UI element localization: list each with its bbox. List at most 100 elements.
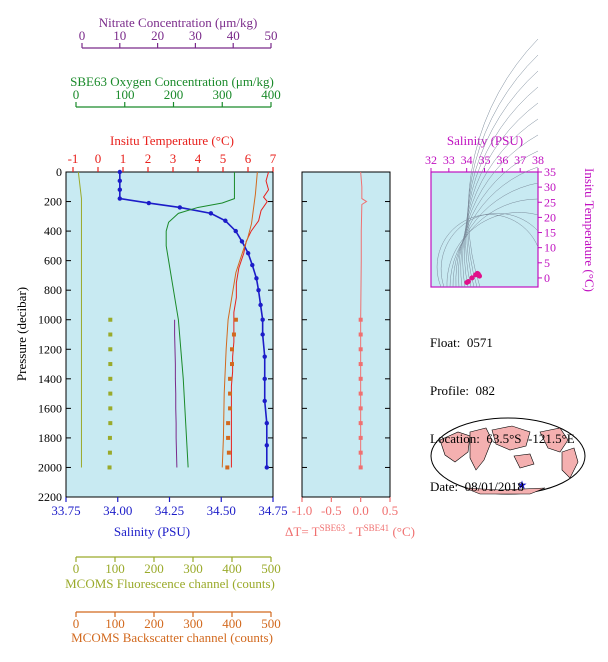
ts-point (465, 279, 471, 285)
delta-t-axis-tick-label: -0.5 (321, 503, 342, 518)
density-contour (465, 86, 539, 288)
pressure-tick-label: 400 (44, 224, 62, 238)
backscatter-samples-marker (230, 347, 234, 352)
salinity-axis-tick-label: 34.25 (155, 503, 184, 518)
salinity-point (117, 169, 123, 175)
fluorescence-axis-tick-label: 100 (105, 561, 125, 576)
ts-salinity-tick-label: 33 (443, 153, 455, 167)
oxygen-axis-tick-label: 100 (115, 87, 135, 102)
ts-salinity-tick-label: 35 (479, 153, 491, 167)
density-contour (458, 150, 539, 288)
salinity-axis: 33.75 34.00 34.25 34.50 34.75 (51, 497, 288, 518)
salinity-axis-label: Salinity (PSU) (114, 524, 190, 539)
pressure-tick-label: 800 (44, 283, 62, 297)
delta-t-sup2: SBE41 (364, 523, 390, 533)
fluorescence-axis-label: MCOMS Fluorescence channel (counts) (65, 576, 275, 591)
fluorescence-samples-marker (108, 347, 113, 352)
fluorescence-axis-tick-label: 200 (144, 561, 164, 576)
temperature-axis-tick-label: 0 (95, 151, 102, 166)
fluorescence-samples-marker (108, 332, 113, 337)
pressure-tick-label: 1600 (38, 401, 62, 415)
pressure-tick-label: 0 (56, 165, 62, 179)
main-plot-area (65, 171, 274, 498)
ts-temperature-tick-label: 10 (544, 241, 556, 255)
backscatter-samples-marker (231, 332, 236, 337)
backscatter-samples-marker (228, 391, 233, 396)
ts-salinity-tick-label: 32 (425, 153, 437, 167)
landmass (513, 453, 535, 469)
fluorescence-samples-marker (108, 391, 113, 396)
density-contour (467, 54, 539, 288)
temperature-axis-tick-label: 3 (170, 151, 177, 166)
nitrate-line (174, 319, 178, 468)
delta-t-samples-marker (358, 465, 363, 470)
salinity-point (177, 205, 183, 210)
backscatter-axis-tick-label: 200 (144, 616, 164, 631)
fluorescence-line (77, 171, 82, 468)
date: Date: 08/01/2018 (430, 479, 524, 494)
salinity-point (260, 317, 265, 322)
density-contour (460, 134, 539, 288)
salinity-point (117, 187, 123, 192)
landmass (439, 431, 471, 463)
temperature-axis-label: Insitu Temperature (°C) (110, 133, 234, 148)
pressure-tick-label: 600 (44, 254, 62, 268)
salinity-point (233, 228, 238, 234)
backscatter-axis-tick-label: 100 (105, 616, 125, 631)
temperature-axis-tick-label: 5 (220, 151, 227, 166)
backscatter-samples-marker (228, 376, 233, 381)
density-contour (449, 198, 539, 288)
nitrate-axis-label: Nitrate Concentration (μm/kg) (99, 15, 258, 30)
salinity-point (146, 200, 151, 206)
fluorescence-axis-tick-label: 500 (261, 561, 281, 576)
ts-salinity-tick-label: 37 (514, 153, 526, 167)
salinity-point (208, 211, 214, 216)
ts-salinity-tick-label: 38 (532, 153, 544, 167)
salinity-point (262, 376, 267, 382)
fluorescence-samples-marker (107, 435, 112, 440)
delta-t-samples-marker (358, 347, 363, 352)
sbe63-oxygen-line (165, 172, 235, 468)
temperature-axis-tick-label: 4 (195, 151, 202, 166)
chart-layer: 0 10 20 30 40 500 100 200 300 400-1 0 1 2 3 4 5 6 733.75 3… (38, 28, 586, 631)
fluorescence-samples-marker (108, 362, 113, 367)
ts-temperature-tick-label: 25 (544, 195, 556, 209)
temperature-axis-tick-label: -1 (68, 151, 79, 166)
delta-t-suffix: (°C) (389, 524, 415, 539)
temperature-axis-tick-label: 6 (245, 151, 252, 166)
density-contour (464, 102, 539, 288)
nitrate-axis-tick-label: 50 (265, 28, 278, 43)
pressure-tick-label: 1000 (38, 313, 62, 327)
density-contour (446, 212, 539, 288)
delta-t-axis-tick-label: -1.0 (292, 503, 313, 518)
backscatter-axis-tick-label: 400 (222, 616, 242, 631)
delta-t-axis-tick-label: 0.5 (382, 503, 398, 518)
backscatter-samples-marker (233, 317, 238, 322)
ts-temperature-tick-label: 15 (544, 226, 556, 240)
backscatter-axis: 0 100 200 300 400 500 (73, 611, 281, 631)
salinity-axis-tick-label: 34.50 (207, 503, 236, 518)
delta-t-samples-marker (358, 391, 363, 396)
fluorescence-samples-marker (107, 465, 112, 470)
density-contour (436, 214, 539, 288)
ts-temperature-tick-label: 30 (544, 180, 556, 194)
oxygen-axis-tick-label: 0 (73, 87, 80, 102)
temperature-axis-tick-label: 7 (270, 151, 277, 166)
ts-temperature-tick-label: 0 (544, 271, 550, 285)
salinity-axis-tick-label: 33.75 (51, 503, 80, 518)
delta-t-samples-marker (358, 317, 363, 322)
salinity-point (258, 302, 263, 308)
salinity-axis-tick-label: 34.75 (258, 503, 287, 518)
density-contour (466, 70, 539, 288)
ts-temperature-tick-label: 35 (544, 165, 556, 179)
insitu-temperature-line (230, 171, 270, 468)
backscatter-line (221, 171, 258, 468)
backscatter-axis-tick-label: 500 (261, 616, 281, 631)
delta-t-axis: -1.0 -0.5 0.0 0.5 (292, 497, 398, 518)
delta-t-axis-label: ΔT= TSBE63 - TSBE41 (°C) (285, 523, 415, 539)
oxygen-axis-label: SBE63 Oxygen Concentration (μm/kg) (70, 74, 274, 89)
ts-salinity-tick-label: 34 (461, 153, 473, 167)
location: Location: 63.5°S -121.5°E (430, 431, 575, 446)
salinity-point (250, 262, 255, 268)
